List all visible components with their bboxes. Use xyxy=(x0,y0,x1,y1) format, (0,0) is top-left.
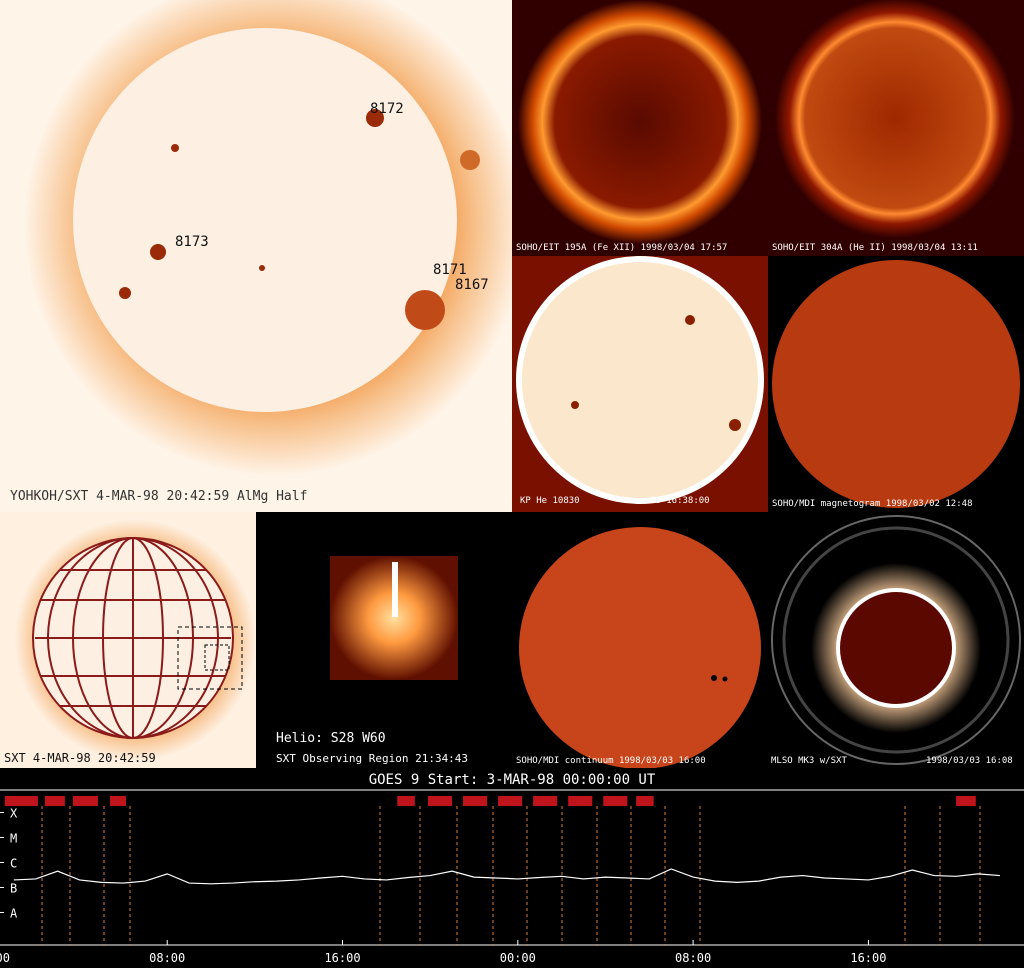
night-markers xyxy=(41,806,981,945)
coverage-bar xyxy=(110,796,127,806)
chart-title: GOES 9 Start: 3-MAR-98 00:00:00 UT xyxy=(369,772,656,788)
y-tick-label: C xyxy=(10,856,17,870)
caption: SOHO/MDI magnetogram 1998/03/02 12:48 xyxy=(772,499,972,509)
x-tick-label: 00:00 xyxy=(0,951,10,965)
caption: YOHKOH/SXT 4-MAR-98 20:42:59 AlMg Half xyxy=(10,489,307,504)
y-tick-label: A xyxy=(10,906,18,920)
solar-disk xyxy=(772,260,1020,508)
caption: KP He 10830 xyxy=(520,496,580,506)
x-tick-label: 16:00 xyxy=(850,951,886,965)
coverage-bar xyxy=(568,796,593,806)
solar-disk xyxy=(840,592,952,704)
active-regions xyxy=(119,109,480,330)
solar-disk xyxy=(73,28,457,412)
lat-lon-grid xyxy=(32,537,234,739)
light-curve xyxy=(13,868,1000,885)
x-tick-label: 16:00 xyxy=(324,951,360,965)
region-label: 8173 xyxy=(175,234,209,250)
region-label: 8167 xyxy=(455,277,489,293)
ring xyxy=(782,526,1010,754)
loop xyxy=(392,562,398,617)
caption: 98 16:38:00 xyxy=(650,496,710,506)
region-box xyxy=(204,644,230,671)
caption: SOHO/EIT 304A (He II) 1998/03/04 13:11 xyxy=(772,243,978,253)
caption: Helio: S28 W60 xyxy=(276,731,386,746)
solar-disk xyxy=(775,0,1015,238)
coverage-bar xyxy=(4,796,38,806)
solar-disk xyxy=(518,0,762,244)
region-labels: 8172 8173 8171 8167 xyxy=(175,101,489,293)
filaments xyxy=(571,315,741,431)
y-tick-label: B xyxy=(10,881,17,895)
solar-disk xyxy=(522,262,758,498)
coverage-bar xyxy=(498,796,523,806)
coverage-bar xyxy=(956,796,976,806)
coverage-bar xyxy=(603,796,628,806)
region-label: 8171 xyxy=(433,262,467,278)
sunspot xyxy=(722,676,728,682)
x-tick-label: 08:00 xyxy=(675,951,711,965)
region-label: 8172 xyxy=(370,101,404,117)
ring xyxy=(771,515,1021,765)
sunspot xyxy=(711,675,717,681)
caption: SXT 4-MAR-98 20:42:59 xyxy=(4,751,156,765)
x-tick-label: 00:00 xyxy=(500,951,536,965)
caption: MLSO MK3 w/SXT xyxy=(771,756,847,766)
coverage-bar xyxy=(533,796,558,806)
coverage-bar xyxy=(427,796,453,806)
solar-disk xyxy=(519,527,761,769)
caption: SOHO/EIT 195A (Fe XII) 1998/03/04 17:57 xyxy=(516,243,727,253)
coverage-bar xyxy=(636,796,654,806)
y-tick-label: M xyxy=(10,831,17,845)
coverage-bar xyxy=(44,796,65,806)
caption: 1998/03/03 16:08 xyxy=(926,756,1013,766)
caption: SOHO/MDI continuum 1998/03/03 16:00 xyxy=(516,756,706,766)
caption: SXT Observing Region 21:34:43 xyxy=(276,752,468,765)
coverage-bar xyxy=(72,796,98,806)
coverage-bar xyxy=(397,796,415,806)
y-tick-label: X xyxy=(10,806,18,820)
coverage-bar xyxy=(463,796,488,806)
region-box xyxy=(177,626,243,690)
x-tick-label: 08:00 xyxy=(149,951,185,965)
